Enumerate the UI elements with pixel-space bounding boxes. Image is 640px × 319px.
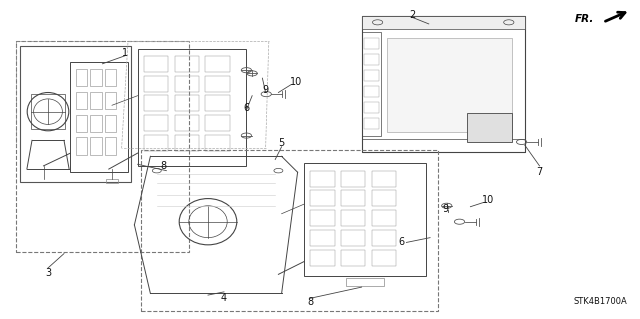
Bar <box>362 139 525 152</box>
Bar <box>304 163 426 276</box>
Bar <box>175 56 199 72</box>
Bar <box>76 115 87 132</box>
Bar <box>387 38 512 132</box>
Bar <box>372 250 396 266</box>
Bar <box>362 16 525 152</box>
Bar <box>144 115 168 131</box>
Bar <box>310 250 335 266</box>
Bar <box>138 49 246 166</box>
Bar <box>90 115 102 132</box>
Bar <box>205 56 230 72</box>
Text: FR.: FR. <box>575 13 594 24</box>
Text: 10: 10 <box>289 77 302 87</box>
Bar <box>144 56 168 72</box>
Bar <box>90 92 102 109</box>
Bar <box>362 32 381 136</box>
Text: 10: 10 <box>481 195 494 205</box>
Bar <box>205 135 230 151</box>
Bar <box>205 95 230 111</box>
Bar <box>341 250 365 266</box>
Text: 6: 6 <box>399 237 405 247</box>
Bar <box>76 92 87 109</box>
Bar <box>105 92 116 109</box>
Text: 1: 1 <box>122 48 128 58</box>
Bar <box>364 86 379 97</box>
Bar <box>175 95 199 111</box>
Bar <box>310 210 335 226</box>
Bar <box>105 137 116 155</box>
Text: 4: 4 <box>221 293 227 303</box>
Text: 2: 2 <box>410 10 416 20</box>
Bar <box>105 69 116 86</box>
Bar <box>175 76 199 92</box>
Bar <box>144 95 168 111</box>
Bar <box>175 135 199 151</box>
Bar <box>364 70 379 81</box>
Bar <box>106 179 118 183</box>
Bar <box>205 115 230 131</box>
Bar <box>175 115 199 131</box>
Text: 3: 3 <box>45 268 51 278</box>
Bar <box>364 54 379 65</box>
Bar <box>205 76 230 92</box>
Text: 7: 7 <box>536 167 543 177</box>
Bar <box>372 171 396 187</box>
Bar <box>364 38 379 49</box>
Bar <box>467 113 512 142</box>
Text: 9: 9 <box>442 204 449 214</box>
Bar <box>105 115 116 132</box>
Bar <box>144 76 168 92</box>
Bar <box>31 94 65 129</box>
Bar <box>362 16 525 29</box>
Bar <box>90 137 102 155</box>
Bar <box>16 41 189 252</box>
Bar <box>341 210 365 226</box>
Bar <box>310 230 335 246</box>
Bar <box>76 137 87 155</box>
Bar <box>346 278 384 286</box>
Bar <box>372 210 396 226</box>
Bar <box>341 190 365 206</box>
Bar <box>341 230 365 246</box>
Bar <box>372 230 396 246</box>
Text: 9: 9 <box>262 85 269 95</box>
Bar <box>364 102 379 113</box>
Bar <box>310 190 335 206</box>
Bar <box>76 69 87 86</box>
Bar <box>20 46 131 182</box>
Bar <box>141 150 438 311</box>
Bar <box>90 69 102 86</box>
Bar <box>310 171 335 187</box>
Text: 5: 5 <box>278 138 285 148</box>
Text: 6: 6 <box>243 103 250 113</box>
Bar <box>372 190 396 206</box>
Text: STK4B1700A: STK4B1700A <box>573 297 627 306</box>
Bar <box>70 62 128 172</box>
Bar <box>144 135 168 151</box>
Text: 8: 8 <box>160 161 166 171</box>
Text: 8: 8 <box>307 297 314 308</box>
Bar <box>364 118 379 129</box>
Bar <box>341 171 365 187</box>
